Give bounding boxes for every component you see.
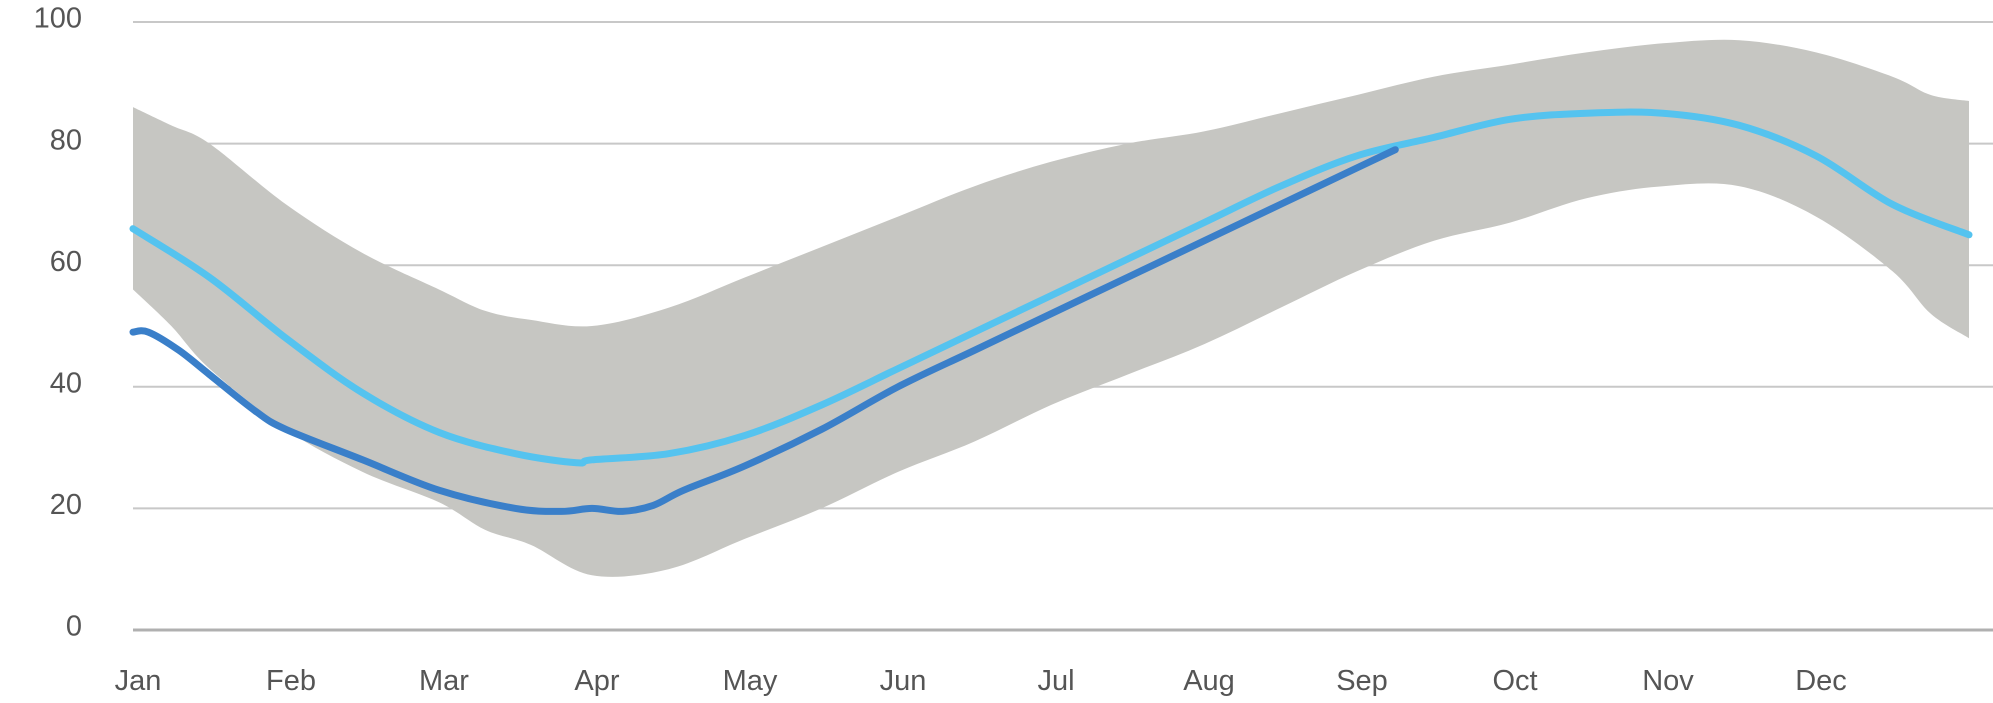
- x-tick-label-nov: Nov: [1642, 665, 1694, 697]
- y-tick-label-40: 40: [50, 367, 82, 399]
- y-tick-label-60: 60: [50, 246, 82, 278]
- x-tick-label-may: May: [723, 665, 778, 697]
- x-tick-label-jun: Jun: [880, 665, 927, 697]
- y-tick-label-0: 0: [66, 611, 82, 643]
- y-tick-label-100: 100: [34, 3, 82, 35]
- x-tick-label-jul: Jul: [1037, 665, 1074, 697]
- y-tick-label-20: 20: [50, 489, 82, 521]
- x-tick-label-feb: Feb: [266, 665, 316, 697]
- series-lines: [129, 108, 1973, 515]
- x-tick-label-dec: Dec: [1795, 665, 1847, 697]
- range-band: [133, 39, 1969, 577]
- x-tick-label-aug: Aug: [1183, 665, 1235, 697]
- x-tick-label-jan: Jan: [115, 665, 162, 697]
- series-line-2: [129, 146, 1399, 515]
- x-tick-label-oct: Oct: [1492, 665, 1537, 697]
- x-tick-label-apr: Apr: [574, 665, 619, 697]
- y-tick-label-80: 80: [50, 124, 82, 156]
- y-axis-tick-labels: 0 20 40 60 80 100: [34, 3, 82, 643]
- x-tick-label-mar: Mar: [419, 665, 469, 697]
- x-tick-label-sep: Sep: [1336, 665, 1388, 697]
- series-line-1: [129, 108, 1973, 467]
- x-axis-tick-labels: Jan Feb Mar Apr May Jun Jul Aug Sep Oct Nov Dec: [115, 665, 1847, 697]
